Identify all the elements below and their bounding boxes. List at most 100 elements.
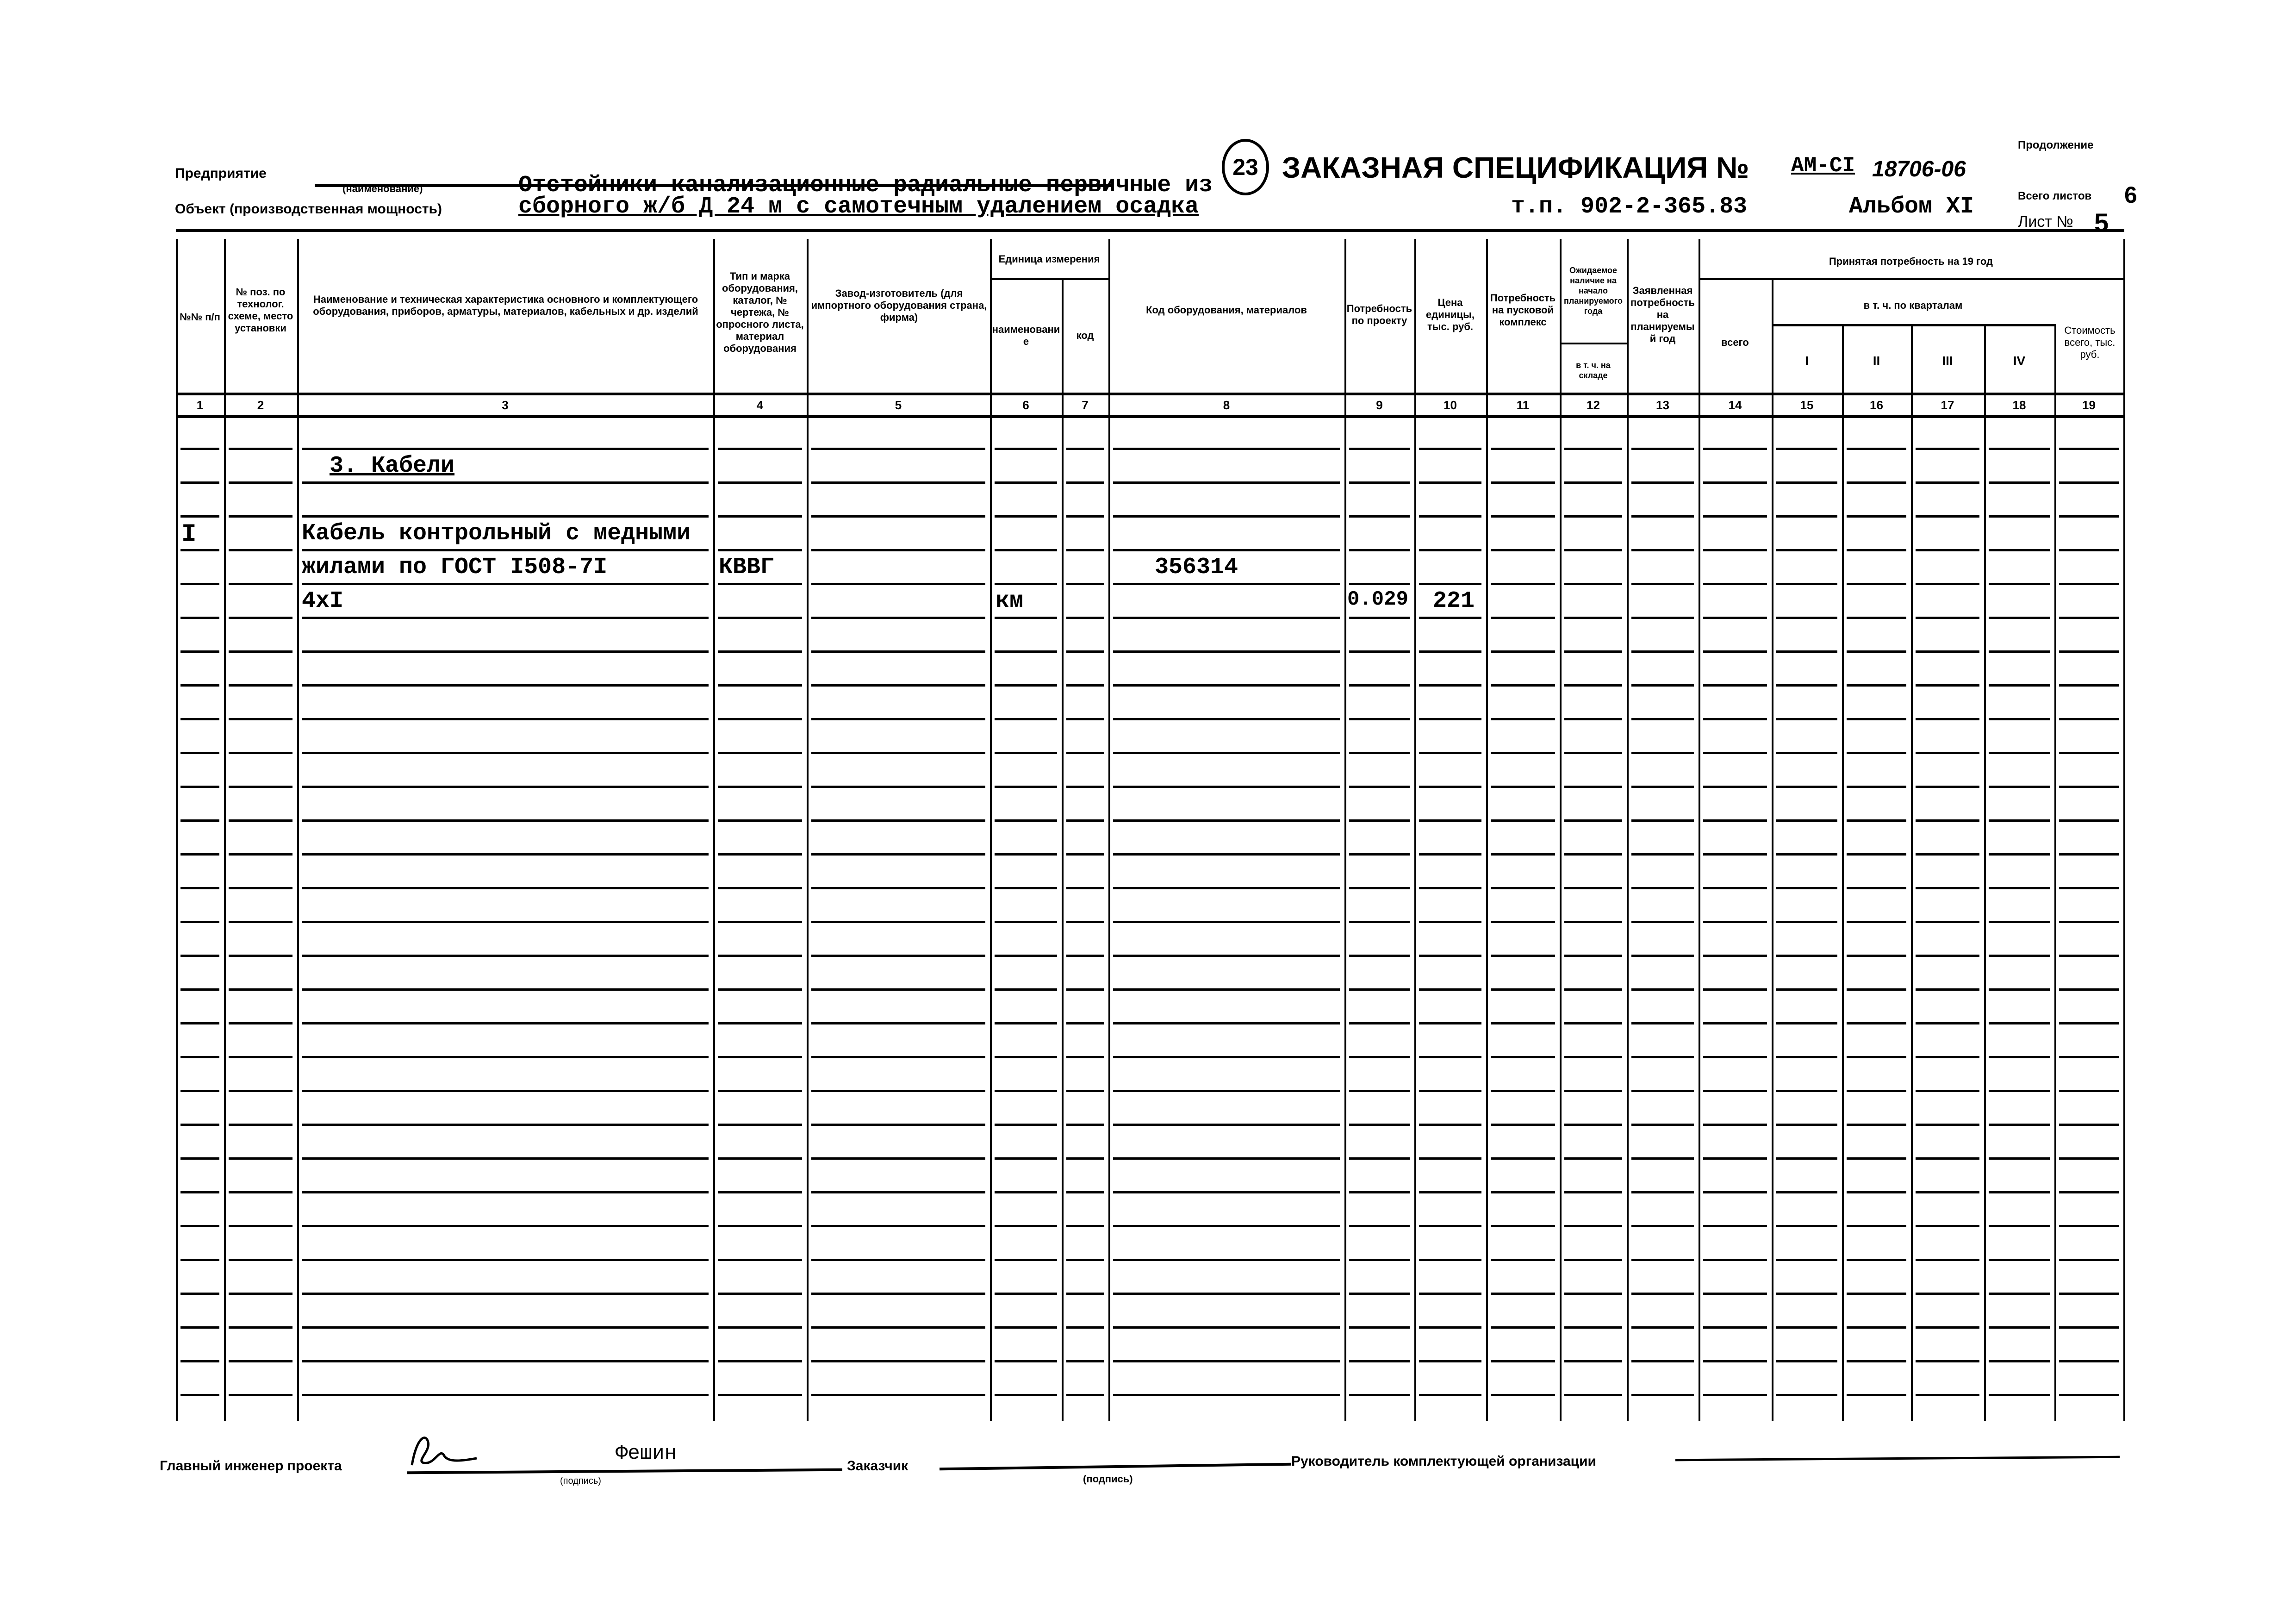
row-rule [229,887,292,889]
col-11-header: Потребность на пусковой комплекс [1490,292,1556,328]
row-rule [1916,1191,1979,1193]
row-rule [1066,752,1104,754]
row-rule [1776,1326,1837,1329]
row-rule [1631,1259,1694,1261]
col-6-header: наименование [992,324,1060,347]
row-rule [1916,1326,1979,1329]
row-rule [1113,1022,1340,1024]
column-number: 14 [1728,398,1742,412]
row-rule [180,1225,219,1227]
row-rule [811,786,985,788]
row-rule [1916,887,1979,889]
row-rule [1847,786,1906,788]
row-rule [1491,1022,1555,1024]
row-rule [1564,1293,1622,1295]
row-rule [995,1394,1057,1396]
row-rule [1349,1394,1410,1396]
row-rule [1564,853,1622,856]
row-rule [1564,887,1622,889]
row-rule [1776,853,1837,856]
row-rule [995,549,1057,551]
row-rule [180,1326,219,1329]
row-rule [1847,988,1906,991]
row-rule [1419,819,1481,822]
row-rule [1419,887,1481,889]
cell-c4: КВВГ [719,554,775,581]
row-rule [1113,448,1340,450]
row-rule [2059,1056,2119,1058]
row-rule [1703,481,1767,484]
row-rule [995,684,1057,687]
row-rule [1349,718,1410,720]
row-rule [811,955,985,957]
row-rule [1989,1225,2050,1227]
row-rule [2059,955,2119,957]
row-rule [1989,853,2050,856]
row-rule [811,988,985,991]
row-rule [1703,1157,1767,1160]
row-rule [1989,1326,2050,1329]
row-rule [1776,481,1837,484]
row-rule [995,718,1057,720]
column-divider [2054,324,2056,1421]
row-rule [2059,549,2119,551]
row-rule [1066,1157,1104,1160]
row-rule [2059,786,2119,788]
enterprise-label: Предприятие [175,166,267,181]
row-rule [1113,515,1340,518]
row-rule [718,786,802,788]
row-rule [718,752,802,754]
row-rule [229,549,292,551]
row-rule [1349,583,1410,585]
row-rule [1703,448,1767,450]
col-15-header: I [1805,354,1809,368]
col-5-header: Завод-изготовитель (для импортного обору… [811,287,987,323]
supplier-head-label: Руководитель комплектующей организации [1291,1454,1596,1469]
row-rule [1491,481,1555,484]
row-rule [1113,1124,1340,1126]
row-rule [1847,617,1906,619]
row-rule [1847,1056,1906,1058]
row-rule [718,887,802,889]
row-rule [1349,819,1410,822]
row-rule [302,617,709,619]
row-rule [1419,786,1481,788]
row-rule [1847,684,1906,687]
row-rule [1419,1360,1481,1362]
row-rule [1066,448,1104,450]
row-rule [1847,549,1906,551]
row-rule [995,786,1057,788]
row-rule [718,1225,802,1227]
column-number: 3 [502,398,509,412]
row-rule [995,1191,1057,1193]
row-rule [1564,1259,1622,1261]
row-rule [1703,718,1767,720]
row-rule [180,1157,219,1160]
customer-line [939,1462,1292,1471]
row-rule [1491,1394,1555,1396]
row-rule [1916,549,1979,551]
row-rule [718,1157,802,1160]
row-rule [811,481,985,484]
row-rule [1847,1090,1906,1092]
row-rule [811,752,985,754]
row-rule [180,819,219,822]
column-divider [1699,239,1700,1421]
row-rule [229,1157,292,1160]
row-rule [1776,684,1837,687]
row-rule [2059,1124,2119,1126]
row-rule [1349,752,1410,754]
column-divider [1911,324,1913,1421]
row-rule [1916,955,1979,957]
cell-c9: 0.029 [1347,588,1409,611]
row-rule [1066,988,1104,991]
col-18-header: IV [2013,354,2026,368]
row-rule [180,718,219,720]
row-rule [1066,1360,1104,1362]
name-caption: (наименование) [342,183,423,194]
row-rule [1847,448,1906,450]
row-rule [1847,819,1906,822]
row-rule [718,819,802,822]
row-rule [811,1157,985,1160]
number-row-bottom-rule [176,415,2123,418]
